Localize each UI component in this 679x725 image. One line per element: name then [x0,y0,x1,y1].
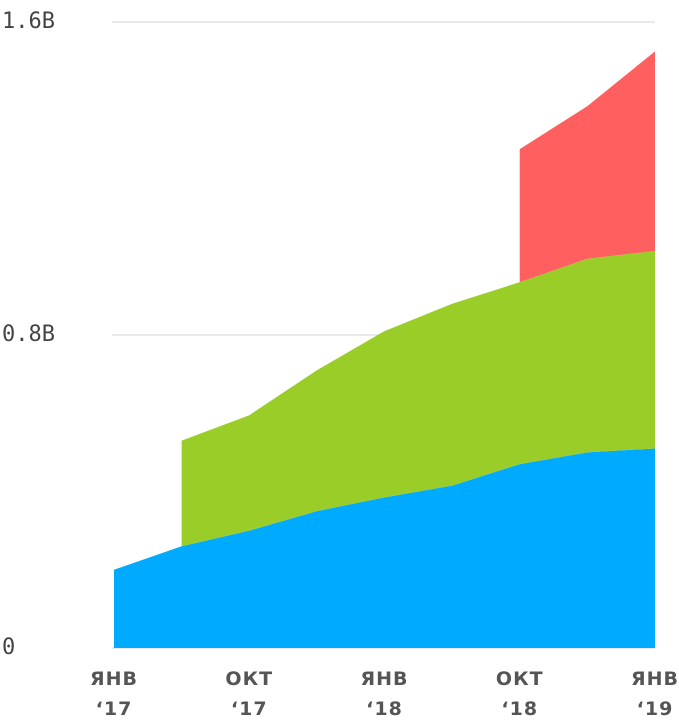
y-tick-label: 0 [2,635,15,660]
x-tick-label: ОКТ ‘17 [225,668,274,720]
y-tick-label: 1.6B [2,9,55,34]
y-tick-label: 0.8B [2,322,55,347]
x-tick-label: ЯНВ ‘17 [89,668,138,720]
x-tick-label: ЯНВ ‘19 [630,668,679,720]
area [114,448,655,648]
x-tick-label: ОКТ ‘18 [495,668,544,720]
area [519,51,655,283]
x-tick-label: ЯНВ ‘18 [360,668,409,720]
area [181,250,655,547]
